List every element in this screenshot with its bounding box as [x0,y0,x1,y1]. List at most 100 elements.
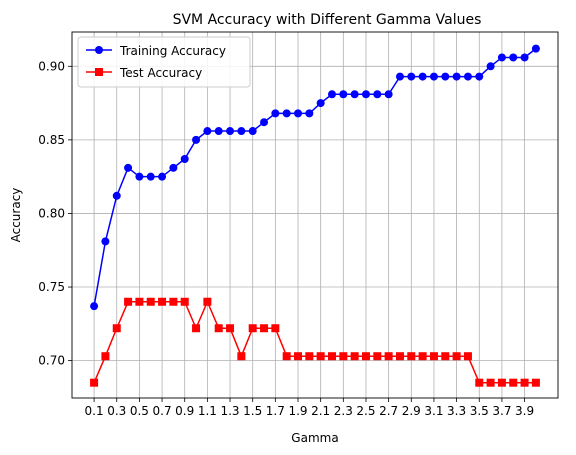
legend-box [77,36,251,88]
training-accuracy-point [339,90,348,99]
test-accuracy-point [316,352,325,361]
test-accuracy-point [475,378,484,387]
test-accuracy-point [226,324,235,333]
training-accuracy-point [463,72,472,81]
x-tick-label: 0.5 [130,404,149,418]
test-accuracy-point [248,324,257,333]
test-accuracy-point [294,352,303,361]
y-axis-label: Accuracy [9,188,23,243]
y-tick-label: 0.85 [38,133,65,147]
x-tick-label: 3.3 [447,404,466,418]
x-tick-label: 2.5 [356,404,375,418]
training-accuracy-point [418,72,427,81]
x-tick-label: 2.9 [402,404,421,418]
training-accuracy-point [124,163,133,172]
y-tick-label: 0.75 [38,280,65,294]
y-tick-label: 0.90 [38,59,65,73]
x-tick-label: 1.1 [198,404,217,418]
training-accuracy-point [305,109,314,118]
x-tick-label: 0.3 [107,404,126,418]
test-accuracy-point [452,352,461,361]
test-accuracy-point [327,352,336,361]
training-accuracy-point [497,53,506,62]
training-accuracy-point [294,109,303,118]
training-accuracy-point [327,90,336,99]
test-accuracy-point [237,352,246,361]
test-accuracy-point [260,324,269,333]
training-accuracy-point [226,127,235,136]
x-tick-label: 1.3 [220,404,239,418]
test-accuracy-point [180,297,189,306]
test-accuracy-point [90,378,99,387]
training-accuracy-point [384,90,393,99]
training-accuracy-point [260,118,269,127]
training-accuracy-point [192,135,201,144]
training-accuracy-point [475,72,484,81]
test-accuracy-point [146,297,155,306]
test-accuracy-point [361,352,370,361]
legend-label-test: Test Accuracy [119,66,202,80]
training-accuracy-point [248,127,257,136]
test-accuracy-point [384,352,393,361]
series-training-accuracy [90,44,540,311]
training-accuracy-point [203,127,212,136]
x-tick-label: 1.7 [266,404,285,418]
training-accuracy-point [146,172,155,181]
test-accuracy-point [271,324,280,333]
test-accuracy-point [407,352,416,361]
x-tick-label: 3.9 [515,404,534,418]
training-accuracy-point [429,72,438,81]
legend: Training Accuracy Test Accuracy [77,36,251,88]
test-accuracy-point [520,378,529,387]
test-accuracy-point [486,378,495,387]
training-accuracy-point [486,62,495,71]
legend-marker-training [95,46,103,54]
test-accuracy-point [158,297,167,306]
y-axis-ticks: 0.70 0.75 0.80 0.85 0.90 [38,59,72,368]
test-accuracy-point [373,352,382,361]
test-accuracy-point [418,352,427,361]
x-tick-label: 3.5 [470,404,489,418]
test-accuracy-point [214,324,223,333]
training-accuracy-point [350,90,359,99]
test-accuracy-point [112,324,121,333]
training-accuracy-point [135,172,144,181]
test-accuracy-point [497,378,506,387]
test-accuracy-point [429,352,438,361]
series-layer [90,44,540,387]
test-accuracy-line [93,299,536,384]
training-accuracy-point [441,72,450,81]
chart-title: SVM Accuracy with Different Gamma Values [173,12,482,28]
training-accuracy-point [101,237,110,246]
x-tick-label: 2.3 [334,404,353,418]
x-tick-label: 1.9 [288,404,307,418]
test-accuracy-point [305,352,314,361]
series-test-accuracy [90,297,540,387]
x-axis-ticks: 0.1 0.3 0.5 0.7 0.9 1.1 1.3 1.5 1.7 1.9 2.1 2.3 2.5 2… [85,398,534,418]
x-tick-label: 0.1 [85,404,104,418]
training-accuracy-point [361,90,370,99]
test-accuracy-point [531,378,540,387]
training-accuracy-point [531,44,540,53]
x-tick-label: 3.1 [424,404,443,418]
test-accuracy-point [395,352,404,361]
training-accuracy-point [214,127,223,136]
training-accuracy-point [90,302,99,311]
test-accuracy-point [339,352,348,361]
test-accuracy-point [169,297,178,306]
x-tick-label: 1.5 [243,404,262,418]
training-accuracy-line [93,48,537,307]
y-tick-label: 0.80 [38,206,65,220]
training-accuracy-point [169,163,178,172]
test-accuracy-point [509,378,518,387]
x-tick-label: 0.7 [153,404,172,418]
training-accuracy-point [112,191,121,200]
x-tick-label: 0.9 [175,404,194,418]
training-accuracy-point [271,109,280,118]
training-accuracy-point [407,72,416,81]
training-accuracy-point [509,53,518,62]
x-axis-label: Gamma [291,431,338,445]
legend-marker-test [95,68,103,76]
training-accuracy-point [520,53,529,62]
